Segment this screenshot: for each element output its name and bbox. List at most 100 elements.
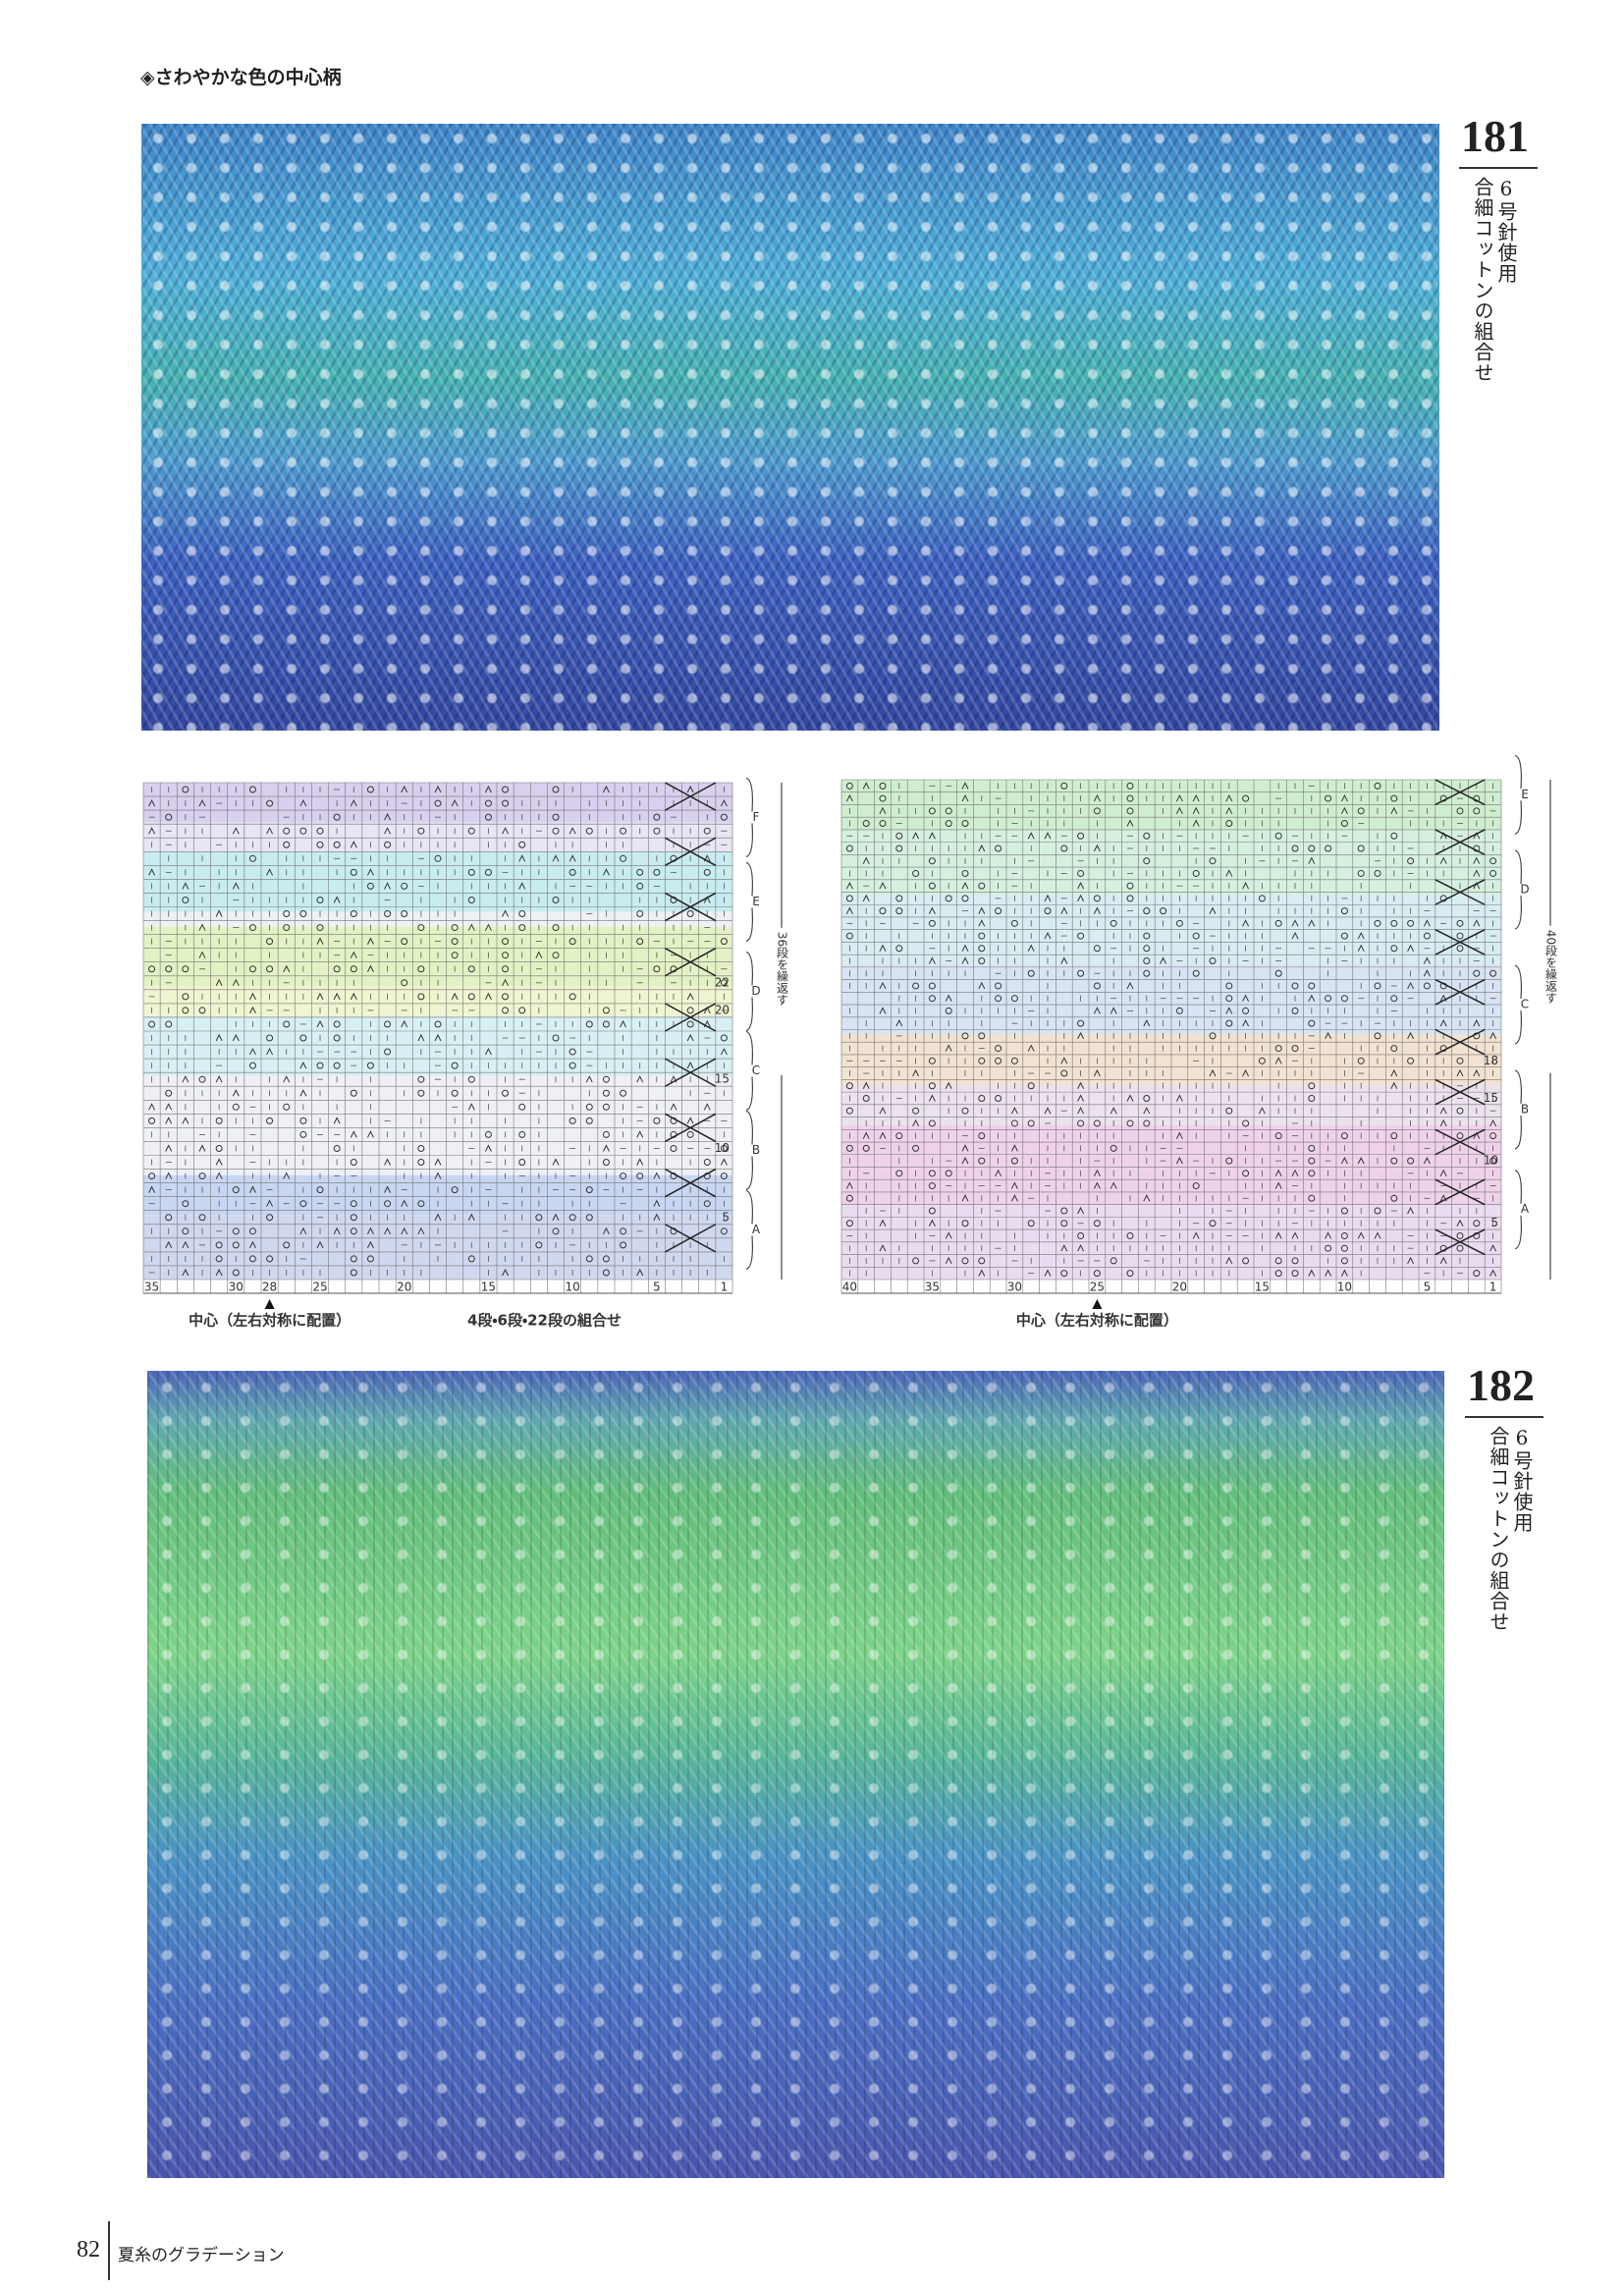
stitch-symbol xyxy=(366,1255,374,1263)
stitch-symbol xyxy=(502,993,510,1001)
stitch-symbol xyxy=(620,1227,627,1235)
stitch-symbol xyxy=(215,1241,223,1249)
stitch-symbol xyxy=(198,1075,206,1083)
section-letter: F xyxy=(753,810,760,824)
pattern-number: 181 xyxy=(1461,111,1529,161)
stitch-symbol xyxy=(978,1032,986,1040)
stitch-symbol xyxy=(198,798,206,807)
cable-symbol xyxy=(665,948,717,977)
stitch-symbol xyxy=(995,995,1002,1003)
stitch-symbol xyxy=(653,1213,661,1221)
stitch-symbol xyxy=(1340,932,1348,940)
stitch-symbol xyxy=(1340,1132,1348,1140)
stitch-symbol xyxy=(1489,1031,1497,1040)
stitch-symbol xyxy=(518,882,526,890)
stitch-symbol xyxy=(1010,1057,1018,1064)
stitch-symbol xyxy=(720,813,728,821)
stitch-symbol xyxy=(1225,982,1233,990)
stitch-symbol xyxy=(879,782,887,790)
stitch-symbol xyxy=(1242,1257,1250,1265)
stitch-symbol xyxy=(945,895,952,902)
stitch-symbol xyxy=(467,827,475,835)
column-number: 35 xyxy=(144,1281,159,1294)
stitch-symbol xyxy=(653,1117,661,1124)
stitch-symbol xyxy=(535,1214,543,1222)
stitch-symbol xyxy=(1010,1181,1018,1189)
stitch-symbol xyxy=(585,1075,593,1083)
stitch-symbol xyxy=(502,938,510,946)
stitch-symbol xyxy=(1357,845,1365,852)
stitch-symbol xyxy=(1473,1131,1481,1139)
stitch-symbol xyxy=(248,1240,256,1249)
stitch-symbol xyxy=(283,924,291,932)
stitch-symbol xyxy=(585,1117,593,1124)
stitch-symbol xyxy=(1060,845,1068,852)
stitch-symbol xyxy=(1027,832,1035,840)
stitch-symbol xyxy=(215,1117,223,1124)
stitch-symbol xyxy=(1126,782,1134,790)
stitch-symbol xyxy=(350,992,357,1001)
stitch-symbol xyxy=(1340,1156,1348,1165)
rule xyxy=(1465,1416,1543,1418)
stitch-symbol xyxy=(484,1047,492,1056)
stitch-symbol xyxy=(1357,1231,1365,1239)
column-number: 10 xyxy=(566,1281,580,1294)
stitch-symbol xyxy=(299,1117,307,1124)
stitch-symbol xyxy=(686,1130,694,1138)
stitch-symbol xyxy=(1093,1169,1101,1177)
stitch-symbol xyxy=(1077,832,1085,840)
stitch-symbol xyxy=(703,827,711,835)
section-bracket xyxy=(745,777,753,858)
stitch-symbol xyxy=(283,827,291,835)
stitch-symbol xyxy=(434,785,442,793)
stitch-symbol xyxy=(518,1159,526,1167)
stitch-symbol xyxy=(1489,869,1497,877)
stitch-symbol xyxy=(1010,1144,1018,1152)
stitch-symbol xyxy=(961,782,969,790)
stitch-symbol xyxy=(636,1075,644,1083)
stitch-symbol xyxy=(1110,1181,1117,1189)
stitch-symbol xyxy=(686,1020,694,1028)
stitch-symbol xyxy=(165,1240,173,1249)
stitch-symbol xyxy=(333,1020,341,1028)
section-letter: A xyxy=(1521,1202,1530,1216)
stitch-symbol xyxy=(1473,1068,1481,1077)
stitch-symbol xyxy=(1308,982,1316,990)
stitch-symbol xyxy=(1093,844,1101,852)
stitch-symbol xyxy=(1407,981,1415,990)
stitch-symbol xyxy=(879,1131,887,1139)
stitch-symbol xyxy=(1027,1044,1035,1052)
stitch-symbol xyxy=(316,924,324,932)
stitch-symbol xyxy=(1274,1257,1282,1265)
stitch-symbol xyxy=(945,1256,952,1265)
stitch-symbol xyxy=(1390,1194,1398,1202)
stitch-symbol xyxy=(1077,1119,1085,1127)
stitch-symbol xyxy=(1258,1107,1266,1115)
stitch-symbol xyxy=(1390,1068,1398,1077)
column-number: 35 xyxy=(925,1281,940,1294)
stitch-symbol xyxy=(912,1107,920,1115)
stitch-symbol xyxy=(1093,982,1101,990)
yarn-note: 合細コットンの組合せ xyxy=(1471,177,1494,383)
stitch-symbol xyxy=(1160,907,1167,915)
stitch-symbol xyxy=(928,807,936,815)
stitch-symbol xyxy=(484,868,492,876)
stitch-symbol xyxy=(552,1213,560,1221)
stitch-symbol xyxy=(845,793,853,802)
stitch-symbol xyxy=(350,965,357,973)
column-number: 15 xyxy=(481,1281,496,1294)
stitch-symbol xyxy=(384,1048,392,1056)
stitch-symbol xyxy=(912,1068,920,1077)
repeat-bg xyxy=(773,927,790,1075)
page-number: 82 xyxy=(77,2237,100,2263)
stitch-symbol xyxy=(1374,1207,1381,1215)
stitch-symbol xyxy=(316,1062,324,1069)
stitch-symbol xyxy=(845,1220,853,1227)
stitch-symbol xyxy=(165,1214,173,1222)
stitch-symbol xyxy=(1325,1031,1332,1040)
stitch-symbol xyxy=(384,882,392,890)
stitch-symbol xyxy=(961,1220,969,1227)
stitch-symbol xyxy=(636,938,644,946)
stitch-symbol xyxy=(1473,1019,1481,1027)
